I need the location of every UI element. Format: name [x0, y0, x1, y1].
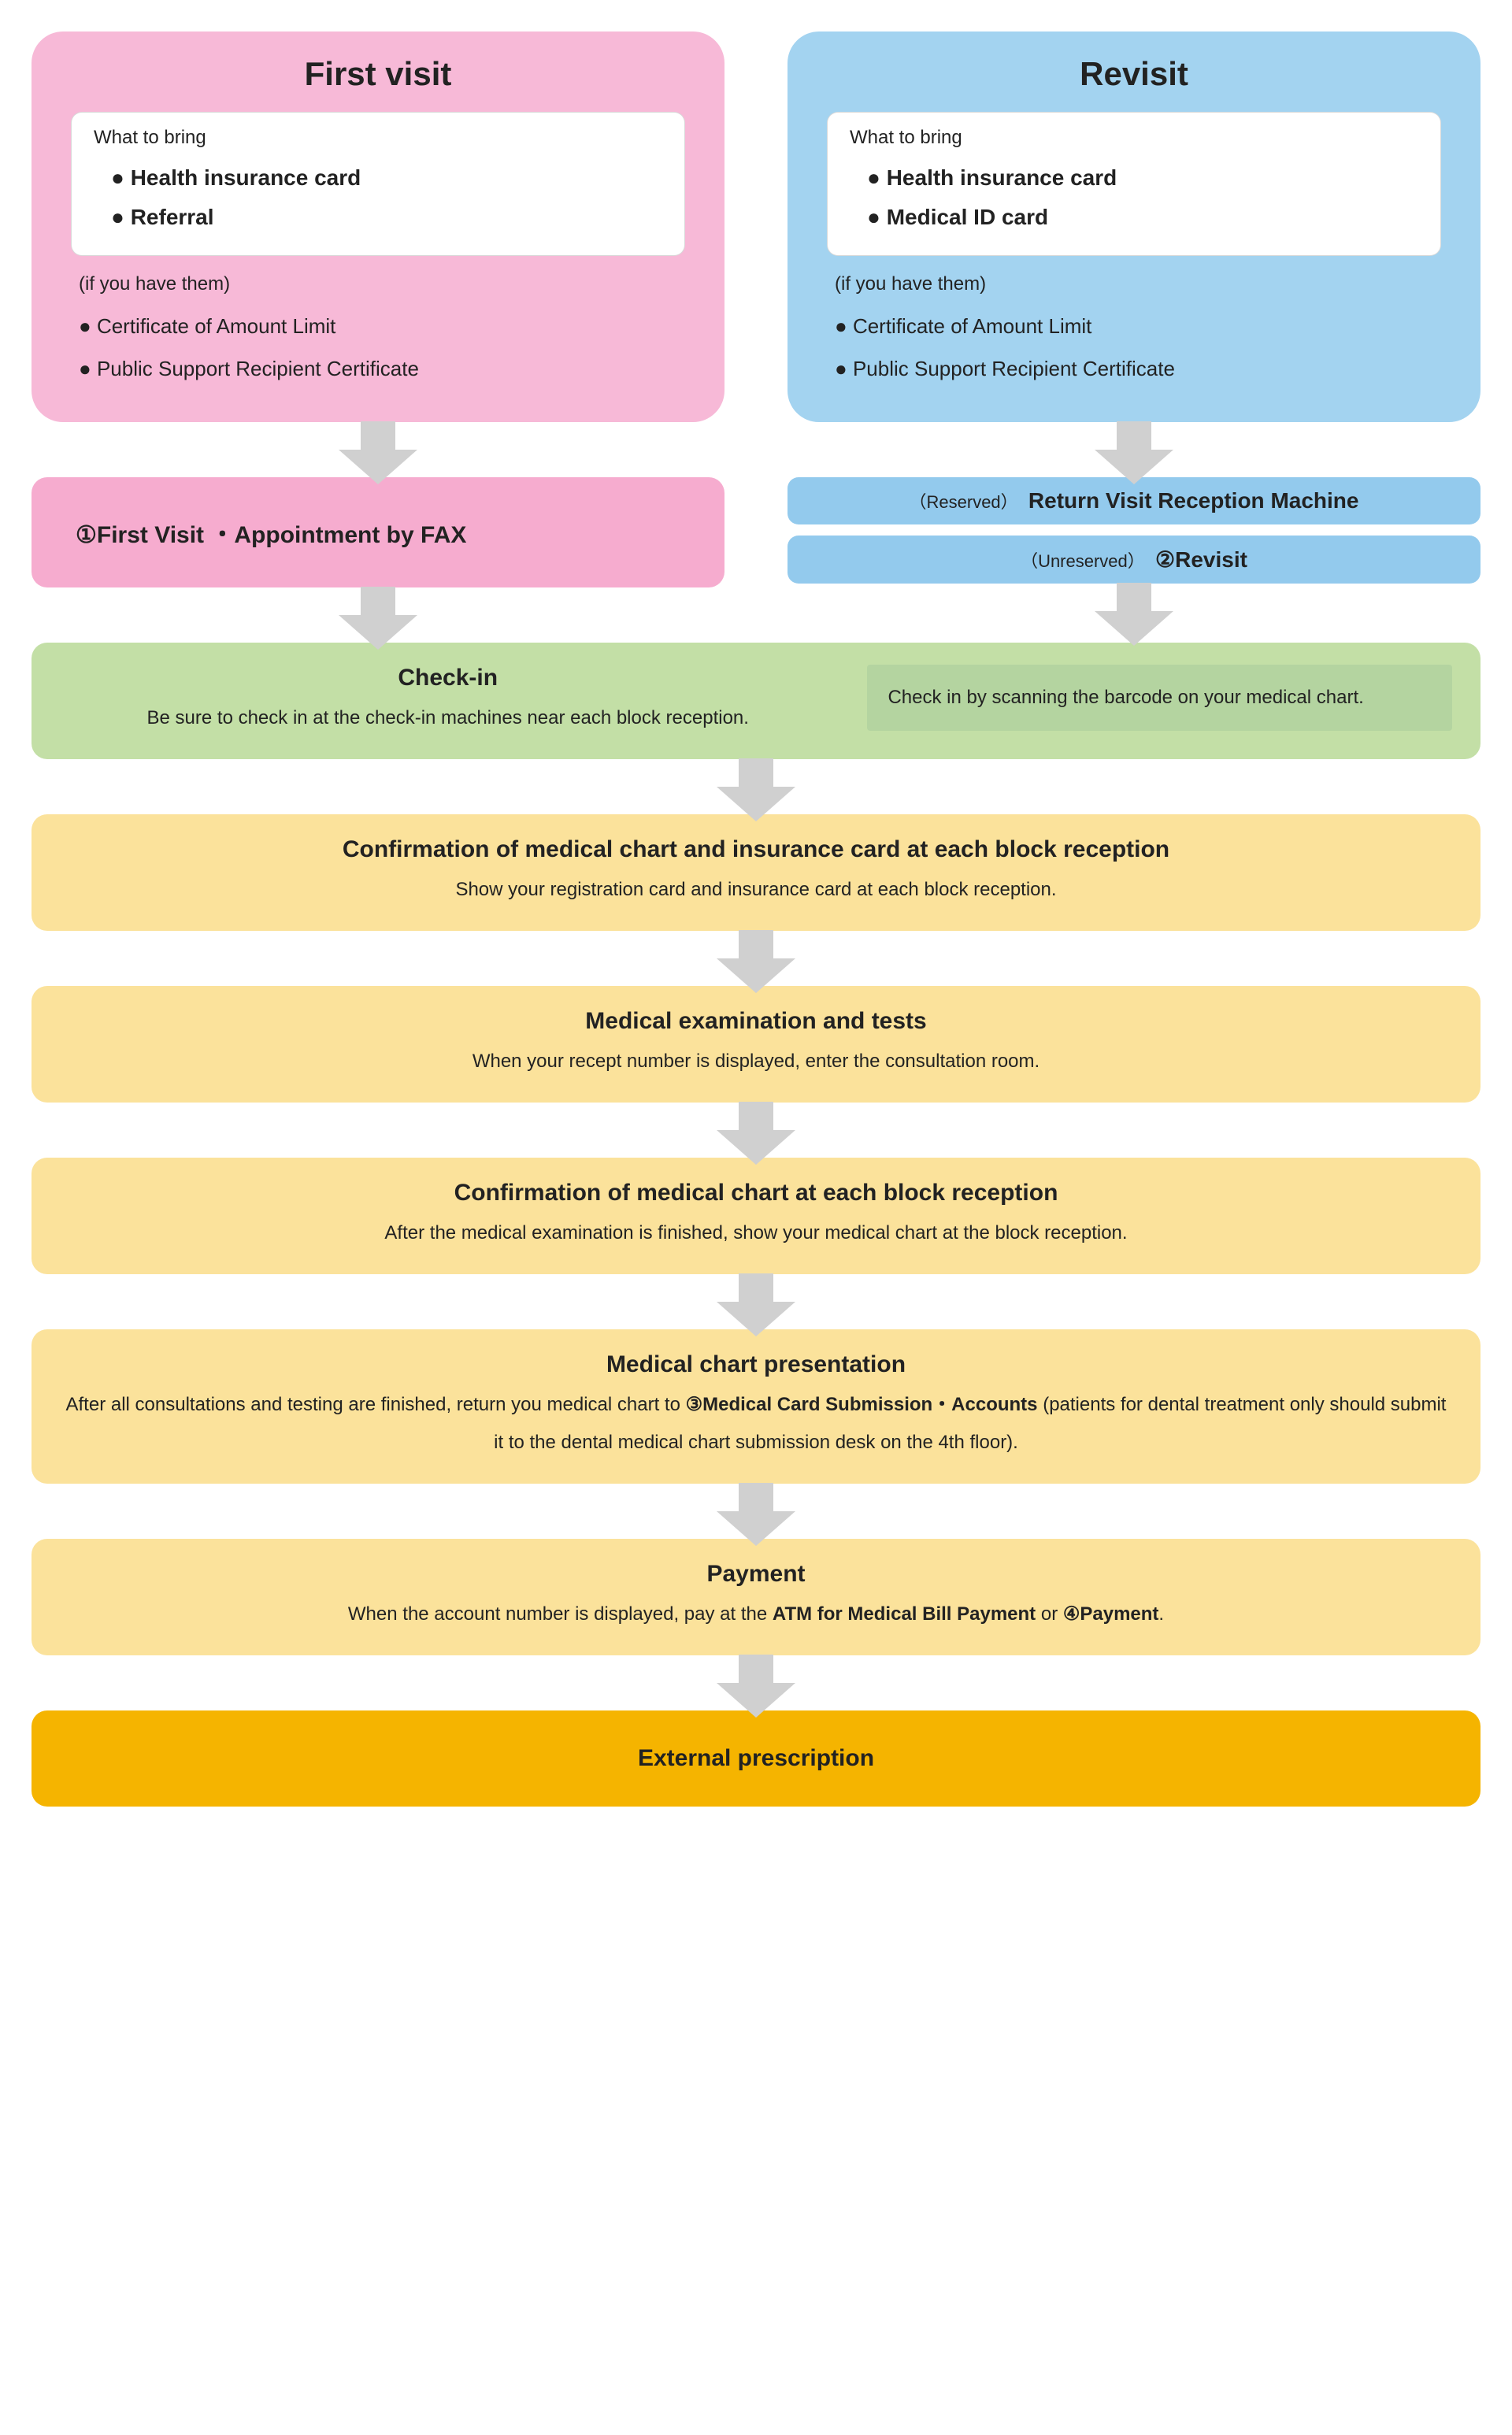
revisit-panel: Revisit What to bring Health insurance c… [788, 32, 1480, 422]
step-title: Confirmation of medical chart at each bl… [60, 1180, 1452, 1206]
revisit-title: Revisit [827, 55, 1441, 93]
step-body: Show your registration card and insuranc… [60, 871, 1452, 909]
first-visit-bring-box: What to bring Health insurance card Refe… [71, 112, 685, 256]
step-title: Medical chart presentation [60, 1351, 1452, 1378]
step-panel: Confirmation of medical chart at each bl… [32, 1158, 1480, 1274]
checkin-side-note: Check in by scanning the barcode on your… [867, 665, 1452, 731]
revisit-bring-box: What to bring Health insurance card Medi… [827, 112, 1441, 256]
step-title: Payment [60, 1561, 1452, 1588]
revisit-unreserved: （Unreserved） ②Revisit [788, 536, 1480, 584]
step-body: When your recept number is displayed, en… [60, 1043, 1452, 1080]
step-body: After the medical examination is finishe… [60, 1214, 1452, 1252]
step-body: After all consultations and testing are … [60, 1386, 1452, 1462]
first-visit-title: First visit [71, 55, 685, 93]
step-panel: Confirmation of medical chart and insura… [32, 814, 1480, 931]
step-title: Medical examination and tests [60, 1008, 1452, 1035]
first-visit-action: ①First Visit ・Appointment by FAX [32, 477, 724, 587]
first-visit-panel: First visit What to bring Health insuran… [32, 32, 724, 422]
step-panel: Medical examination and tests When your r… [32, 986, 1480, 1103]
step-panel: Payment When the account number is displa… [32, 1539, 1480, 1655]
final-panel: External prescription [32, 1710, 1480, 1807]
revisit-reserved: （Reserved） Return Visit Reception Machin… [788, 477, 1480, 524]
step-title: Confirmation of medical chart and insura… [60, 836, 1452, 863]
step-body: When the account number is displayed, pa… [60, 1596, 1452, 1633]
step-panel: Medical chart presentation After all cons… [32, 1329, 1480, 1484]
checkin-panel: Check-in Be sure to check in at the chec… [32, 643, 1480, 759]
